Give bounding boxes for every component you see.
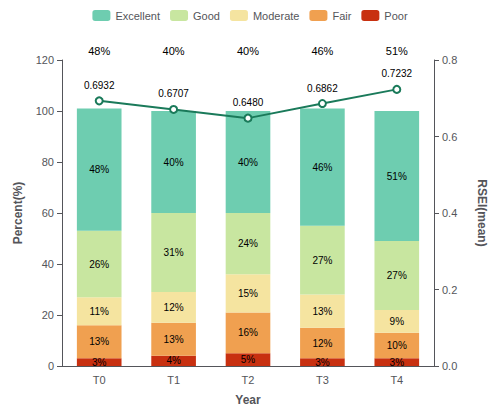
- svg-text:48%: 48%: [88, 45, 110, 57]
- svg-text:46%: 46%: [312, 162, 332, 173]
- svg-text:RSEI(mean): RSEI(mean): [475, 179, 489, 246]
- svg-text:Excellent: Excellent: [115, 10, 160, 22]
- svg-text:3%: 3%: [92, 357, 107, 368]
- svg-text:0.6707: 0.6707: [158, 88, 189, 99]
- svg-text:Fair: Fair: [332, 10, 351, 22]
- svg-text:40%: 40%: [238, 157, 258, 168]
- svg-text:100: 100: [36, 105, 54, 117]
- svg-text:46%: 46%: [311, 45, 333, 57]
- svg-text:0.7232: 0.7232: [382, 68, 413, 79]
- svg-text:4%: 4%: [166, 355, 181, 366]
- svg-text:120: 120: [36, 54, 54, 66]
- svg-text:5%: 5%: [241, 354, 256, 365]
- svg-text:40: 40: [42, 258, 54, 270]
- svg-text:Poor: Poor: [384, 10, 408, 22]
- svg-text:Percent(%): Percent(%): [11, 182, 25, 245]
- svg-text:31%: 31%: [164, 247, 184, 258]
- svg-text:26%: 26%: [89, 259, 109, 270]
- svg-text:51%: 51%: [386, 45, 408, 57]
- svg-text:20: 20: [42, 309, 54, 321]
- svg-text:0.8: 0.8: [442, 54, 457, 66]
- svg-text:Moderate: Moderate: [253, 10, 299, 22]
- svg-text:13%: 13%: [89, 336, 109, 347]
- svg-text:0.6932: 0.6932: [84, 80, 115, 91]
- svg-text:15%: 15%: [238, 288, 258, 299]
- svg-text:0.6480: 0.6480: [233, 97, 264, 108]
- svg-text:40%: 40%: [237, 45, 259, 57]
- svg-text:27%: 27%: [387, 270, 407, 281]
- svg-text:16%: 16%: [238, 327, 258, 338]
- svg-text:40%: 40%: [163, 45, 185, 57]
- svg-text:0.6: 0.6: [442, 131, 457, 143]
- svg-text:60: 60: [42, 207, 54, 219]
- svg-text:12%: 12%: [164, 302, 184, 313]
- svg-text:3%: 3%: [390, 357, 405, 368]
- svg-text:3%: 3%: [315, 357, 330, 368]
- svg-text:0: 0: [48, 360, 54, 372]
- svg-text:80: 80: [42, 156, 54, 168]
- svg-text:T4: T4: [390, 374, 403, 386]
- svg-text:9%: 9%: [390, 316, 405, 327]
- svg-text:T3: T3: [316, 374, 329, 386]
- svg-text:Good: Good: [193, 10, 220, 22]
- svg-text:51%: 51%: [387, 171, 407, 182]
- svg-text:0.6862: 0.6862: [307, 83, 338, 94]
- svg-text:24%: 24%: [238, 238, 258, 249]
- svg-text:0.0: 0.0: [442, 360, 457, 372]
- svg-text:13%: 13%: [312, 306, 332, 317]
- svg-text:27%: 27%: [312, 255, 332, 266]
- svg-text:T2: T2: [242, 374, 255, 386]
- svg-text:12%: 12%: [312, 338, 332, 349]
- svg-text:T0: T0: [93, 374, 106, 386]
- svg-text:10%: 10%: [387, 340, 407, 351]
- svg-text:13%: 13%: [164, 334, 184, 345]
- svg-text:0.4: 0.4: [442, 207, 457, 219]
- svg-text:11%: 11%: [90, 306, 109, 317]
- svg-text:0.2: 0.2: [442, 284, 457, 296]
- svg-text:48%: 48%: [89, 164, 109, 175]
- svg-text:40%: 40%: [164, 157, 184, 168]
- svg-text:Year: Year: [235, 393, 261, 407]
- svg-text:T1: T1: [167, 374, 180, 386]
